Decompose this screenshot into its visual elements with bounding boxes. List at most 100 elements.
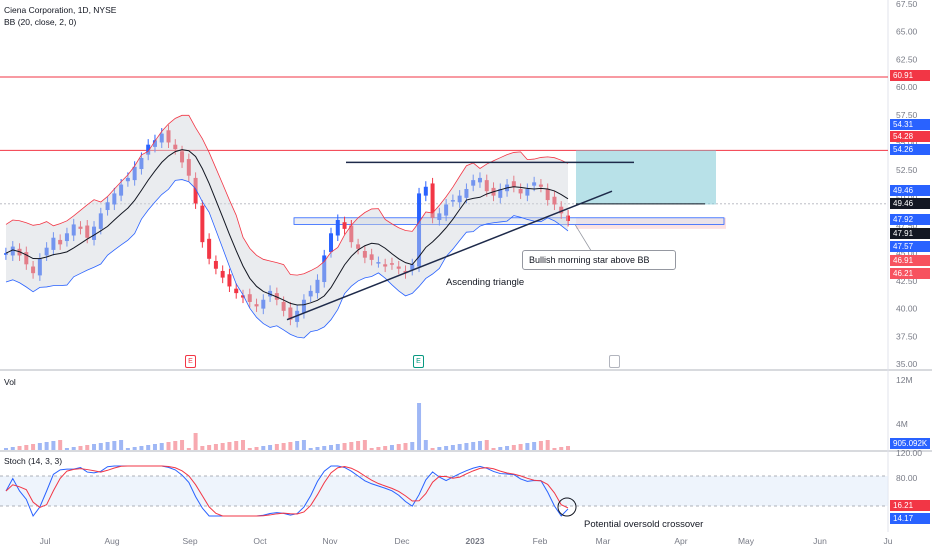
candle-body [220,270,225,278]
price-tag: 47.91 [890,228,930,239]
volume-bar [105,442,110,450]
price-tag: 47.57 [890,241,930,252]
volume-bar [254,447,259,450]
volume-bar [119,440,124,450]
candle-body [254,304,259,307]
price-tick-label: 42.50 [896,276,918,286]
time-axis-label: May [738,536,755,546]
bollinger-upper [5,114,569,276]
volume-bar [471,442,476,450]
volume-bar [457,444,462,450]
candle-body [64,233,69,242]
price-tick-label: 50.00 [896,193,918,203]
volume-bar [247,448,252,450]
candle-body [4,253,8,255]
candle-body [146,144,151,155]
candle-body [464,188,469,198]
volume-bar [159,443,164,450]
volume-bar [200,446,205,450]
volume-bar [538,441,543,450]
volume-bar [518,444,523,450]
candle-body [186,159,191,176]
time-axis-label: 2023 [466,536,485,546]
triangle-support [286,190,613,321]
volume-bar [186,448,191,450]
candle-body [559,206,564,214]
candle-body [85,225,90,238]
volume-bar [484,440,489,450]
price-tick-label: 37.50 [896,331,918,341]
volume-bar [4,448,8,450]
volume-bar [410,442,415,450]
earnings-marker[interactable]: E [413,355,424,368]
volume-bar [376,447,381,450]
volume-bar [308,448,313,450]
candle-body [71,224,76,236]
volume-bar [58,440,63,450]
volume-bar [396,444,401,450]
volume-bar [342,443,347,450]
volume-bar [139,446,144,450]
volume-bar [545,440,550,450]
volume-bar [356,441,361,450]
volume-bar [525,443,530,450]
volume-bar [51,441,56,450]
candle-body [450,200,455,202]
candle-body [213,260,218,269]
price-tick-label: 40.00 [896,304,918,314]
time-axis-label: Feb [533,536,548,546]
candle-body [268,290,273,297]
price-tick-label: 45.00 [896,248,918,258]
candle-body [444,204,449,216]
time-axis-label: Dec [394,536,410,546]
candle-body [315,279,320,294]
symbol-legend: Ciena Corporation, 1D, NYSE [4,5,117,15]
candle-body [193,177,198,204]
candle-body [389,263,394,265]
candle-body [498,188,503,198]
stoch-k-tag: 14.17 [890,513,930,524]
time-axis-label: Sep [182,536,197,546]
price-tag: 54.28 [890,131,930,142]
stoch-d-line [5,465,569,517]
volume-bar [491,448,496,450]
volume-bar [166,442,171,450]
volume-bar [464,443,469,450]
volume-last-tag: 905.092K [890,438,930,449]
candle-body [362,251,367,258]
volume-bar [207,445,212,450]
volume-bar [444,446,449,450]
candle-body [383,264,388,267]
volume-bar [92,444,97,450]
candle-body [78,226,83,229]
candle-body [457,195,462,203]
candle-body [125,177,130,182]
volume-bar [227,442,232,450]
candle-body [349,225,354,243]
volume-bar [437,447,442,450]
earnings-marker[interactable]: E [185,355,196,368]
volume-bar [505,446,510,450]
candle-body [322,255,327,283]
price-tag: 54.31 [890,119,930,130]
candle-body [44,247,49,256]
candle-body [566,215,570,221]
price-tag: 49.46 [890,185,930,196]
candle-body [159,133,164,143]
upcoming-marker[interactable] [609,355,620,368]
candle-body [430,183,435,218]
candle-body [532,182,537,186]
candle-body [281,301,286,311]
candle-body [31,266,36,274]
annotation-morning-star[interactable]: Bullish morning star above BB [522,250,676,270]
candle-body [261,299,266,309]
candle-body [173,144,178,150]
candle-body [335,220,340,236]
stoch-band [0,476,888,506]
candle-body [525,188,530,196]
volume-bar [532,442,537,450]
price-tag: 54.26 [890,144,930,155]
price-tick-label: 60.00 [896,82,918,92]
volume-bar [44,442,49,450]
